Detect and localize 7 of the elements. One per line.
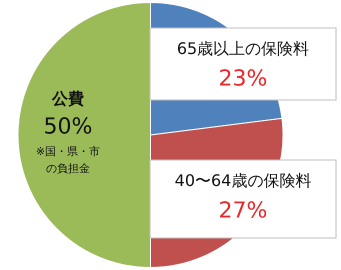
data-label: 23% [218,66,268,92]
slice-label: 65歳以上の保険料 [176,39,310,58]
slice-label: 40〜64歳の保険料 [174,171,312,190]
text: ※国・県・市の負担金 [36,144,100,175]
data-label: 50% [44,114,92,140]
slice-label: 公費 [51,89,84,108]
data-label: 27% [218,198,268,224]
